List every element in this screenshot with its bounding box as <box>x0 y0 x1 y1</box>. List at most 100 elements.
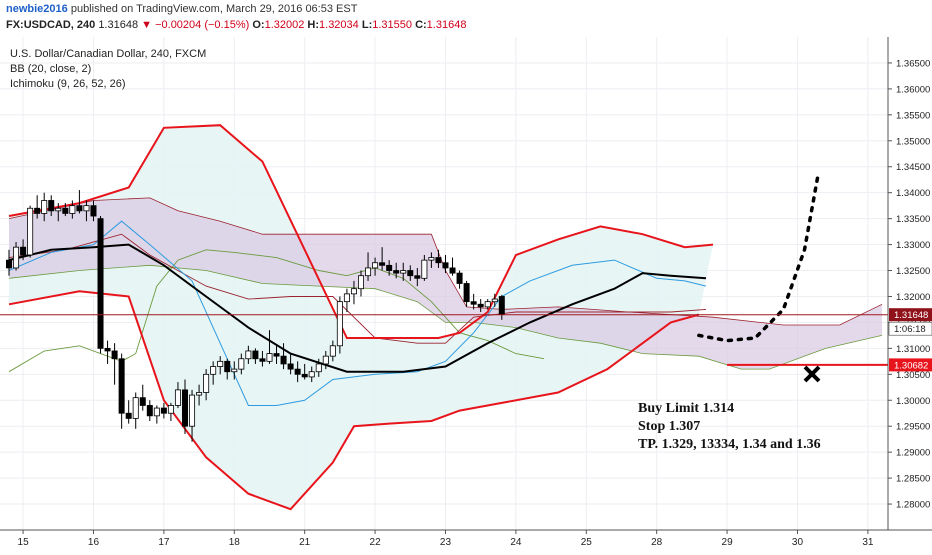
candle-body <box>174 389 181 406</box>
candle <box>90 200 97 222</box>
y-tick-label: 1.34000 <box>896 188 930 199</box>
candle <box>491 293 498 307</box>
x-tick-label: 25 <box>581 537 593 548</box>
candle <box>146 400 153 422</box>
x-tick-label: 18 <box>229 537 241 548</box>
candle-body <box>442 262 449 269</box>
y-tick-label: 1.30500 <box>896 370 930 381</box>
candle <box>125 400 132 424</box>
candle-body <box>189 394 196 427</box>
candle-body <box>449 267 456 274</box>
x-tick-label: 28 <box>651 537 663 548</box>
candle <box>350 280 357 305</box>
x-tick-label: 17 <box>158 537 170 548</box>
candle-body <box>62 207 69 214</box>
candle <box>372 257 379 276</box>
candle <box>55 203 62 222</box>
candle <box>343 288 350 313</box>
candle <box>196 384 203 406</box>
candle <box>118 353 125 429</box>
candle <box>470 293 477 310</box>
open-value: 1.32002 <box>264 19 305 31</box>
candle-body <box>273 353 280 357</box>
candle <box>189 389 196 442</box>
price-axis[interactable]: 1.36500 1.36000 1.35500 1.35000 1.34500 1.340… <box>887 37 930 530</box>
legend-title: U.S. Dollar/Canadian Dollar, 240, FXCM <box>10 48 206 60</box>
candle-body <box>280 355 287 365</box>
candle-body <box>48 200 55 212</box>
candle-body <box>83 205 90 212</box>
x-tick-label: 30 <box>792 537 804 548</box>
candle-body <box>203 373 210 393</box>
candle <box>421 254 428 281</box>
candle-body <box>41 200 48 214</box>
candle <box>379 247 386 271</box>
candle <box>111 343 118 385</box>
candle <box>315 358 322 377</box>
author-link[interactable]: newbie2016 <box>6 3 68 15</box>
candle-body <box>407 270 414 277</box>
candle <box>400 262 407 281</box>
candle-body <box>350 288 357 295</box>
last-price: 1.31648 <box>98 19 139 31</box>
time-axis[interactable]: 15 16 17 18 21 22 23 24 25 28 29 30 31 <box>0 529 932 548</box>
candle-body <box>76 205 83 212</box>
bb-upper-line <box>8 124 714 339</box>
high-label: H: <box>307 19 320 31</box>
candle <box>245 345 252 364</box>
down-arrow-icon: ▼ <box>141 19 153 31</box>
y-tick-label: 1.28000 <box>896 500 930 511</box>
y-tick-label: 1.35000 <box>896 136 930 147</box>
candle <box>167 402 174 422</box>
candle <box>386 260 393 276</box>
candle-body <box>428 257 435 261</box>
bb-lower-line <box>8 290 700 511</box>
quote-line: FX:USDCAD, 240 1.31648 ▼ −0.00204 (−0.15… <box>6 19 466 31</box>
candle-body <box>167 405 174 414</box>
candle-body <box>372 262 379 269</box>
candle-body <box>301 373 308 378</box>
candle <box>6 249 12 276</box>
candle <box>266 330 273 364</box>
candle-body <box>146 405 153 417</box>
candle <box>174 382 181 409</box>
candle <box>69 200 76 219</box>
high-value: 1.32034 <box>319 19 359 31</box>
candle-body <box>294 368 301 375</box>
candle-body <box>308 371 315 378</box>
publish-info: published on TradingView.com, March 29, … <box>70 3 358 15</box>
y-tick-label: 1.29500 <box>896 422 930 433</box>
candle <box>27 205 34 258</box>
candle-body <box>456 272 463 284</box>
candle-body <box>153 407 160 417</box>
candle-body <box>132 397 139 419</box>
price-chart[interactable]: 1.36500 1.36000 1.35500 1.35000 1.34500 1.340… <box>0 37 932 550</box>
candle <box>329 340 336 362</box>
bb-mid-line <box>8 243 707 373</box>
symbol-label[interactable]: FX:USDCAD, 240 <box>6 19 96 31</box>
candle <box>217 356 224 375</box>
y-tick-label: 1.28500 <box>896 474 930 485</box>
projection-path <box>697 170 821 343</box>
candle-body <box>329 345 336 357</box>
candle <box>442 254 449 274</box>
chart-frame[interactable]: 1.36500 1.36000 1.35500 1.35000 1.34500 1.340… <box>0 37 932 550</box>
candle <box>273 345 280 364</box>
candle <box>153 405 160 424</box>
candle-body <box>484 301 491 308</box>
candle <box>393 262 400 279</box>
candle <box>357 270 364 297</box>
x-tick-label: 22 <box>370 537 382 548</box>
tenkan-line <box>8 220 707 406</box>
candle-body <box>90 205 97 217</box>
candle-body <box>477 303 484 308</box>
price-change: −0.00204 (−0.15%) <box>155 19 250 31</box>
x-mark-icon <box>803 365 821 383</box>
candle-body <box>365 267 372 277</box>
countdown-text: 1:06:18 <box>894 324 926 335</box>
candle-body <box>160 407 167 414</box>
candle <box>484 299 491 310</box>
y-tick-label: 1.30000 <box>896 396 930 407</box>
candle <box>456 270 463 289</box>
candle-body <box>238 358 245 370</box>
